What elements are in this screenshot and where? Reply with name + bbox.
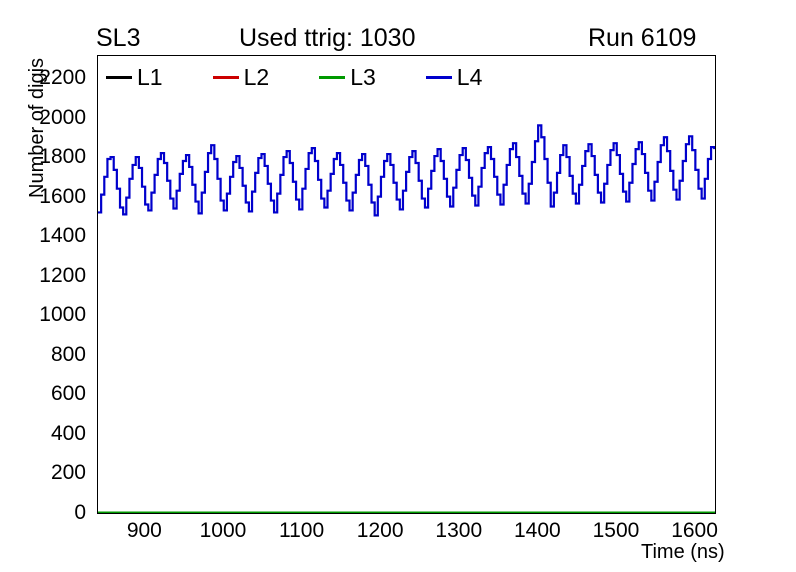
legend-line-icon <box>425 75 452 79</box>
legend-label: L1 <box>137 63 163 90</box>
x-tick-label: 1000 <box>199 519 247 542</box>
x-axis-label: Time (ns) <box>641 541 725 563</box>
y-tick-label: 2000 <box>39 105 86 129</box>
y-tick-label: 1000 <box>39 303 86 327</box>
plot-area <box>98 124 715 513</box>
y-tick-label: 600 <box>50 382 86 406</box>
y-tick-label: 1400 <box>39 224 86 248</box>
legend-line-icon <box>319 75 346 79</box>
x-tick-label: 1500 <box>592 519 640 542</box>
legend-line-icon <box>106 75 132 79</box>
x-tick-label: 1100 <box>278 519 325 542</box>
legend-label: L2 <box>243 63 270 90</box>
x-tick-label: 1400 <box>514 519 561 542</box>
x-tick-label: 1300 <box>435 519 483 542</box>
x-tick-label: 1200 <box>356 519 404 542</box>
y-tick-label: 200 <box>50 461 86 485</box>
y-tick-label: 1800 <box>39 145 86 169</box>
pad-title-left: SL3 <box>96 24 141 52</box>
legend-label: L3 <box>350 63 376 90</box>
legend-entry-l1[interactable]: L1 <box>106 63 163 90</box>
pad-title-right: Run 6109 <box>588 24 697 52</box>
x-tick-label: 900 <box>126 519 162 542</box>
legend: L1 L2 L3 L4 <box>106 60 606 94</box>
y-tick-label: 1600 <box>39 184 86 208</box>
y-tick-label: 1200 <box>39 263 86 287</box>
pad-title-middle: Used ttrig: 1030 <box>239 24 416 52</box>
y-tick-label: 800 <box>50 342 86 366</box>
legend-entry-l3[interactable]: L3 <box>319 63 376 90</box>
y-tick-label: 0 <box>74 501 86 524</box>
legend-line-icon <box>212 75 239 79</box>
legend-entry-l2[interactable]: L2 <box>212 63 270 90</box>
y-tick-label: 400 <box>50 421 86 445</box>
plot-frame <box>97 55 716 514</box>
legend-entry-l4[interactable]: L4 <box>425 63 483 90</box>
y-tick-label: 2200 <box>39 65 86 89</box>
legend-label: L4 <box>456 63 483 90</box>
x-tick-label: 1600 <box>671 519 718 542</box>
series-line-l4 <box>98 124 715 217</box>
